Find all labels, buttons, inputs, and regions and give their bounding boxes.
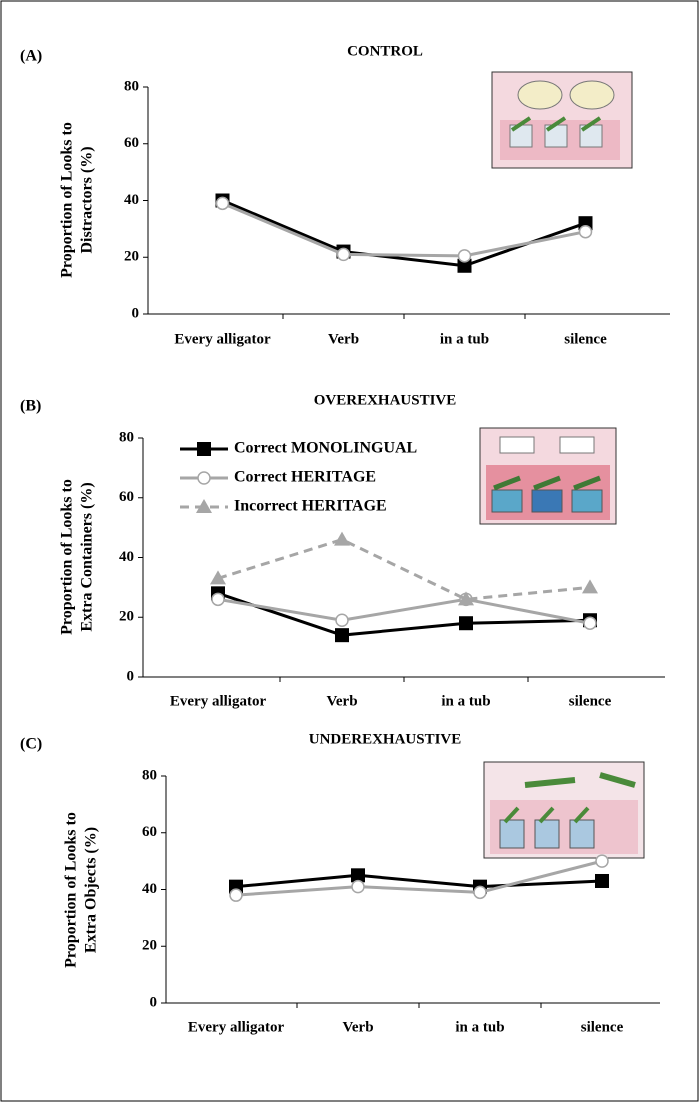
- y-tick-label: 40: [142, 881, 157, 897]
- data-point: [595, 874, 609, 888]
- x-tick-label: in a tub: [440, 331, 489, 347]
- y-tick-label: 20: [119, 609, 134, 625]
- y-tick-label: 60: [124, 135, 139, 151]
- y-tick-label: 60: [119, 489, 134, 505]
- x-tick-label: in a tub: [441, 693, 490, 709]
- data-point: [335, 628, 349, 642]
- x-tick-label: Verb: [326, 693, 357, 709]
- chart-title: UNDEREXHAUSTIVE: [309, 731, 462, 747]
- y-axis-label: Proportion of Looks to: [63, 812, 80, 968]
- x-tick-label: Every alligator: [174, 331, 271, 347]
- inset-image: [480, 428, 616, 524]
- legend-label: Correct HERITAGE: [234, 469, 376, 486]
- series-line: [218, 593, 590, 635]
- y-axis-label: Distractors (%): [79, 146, 96, 253]
- legend-label: Correct MONOLINGUAL: [234, 440, 417, 457]
- x-tick-label: in a tub: [455, 1019, 504, 1035]
- x-tick-label: silence: [569, 693, 612, 709]
- x-tick-label: Verb: [342, 1019, 373, 1035]
- y-tick-label: 60: [142, 824, 157, 840]
- panel-label: (B): [20, 398, 41, 415]
- chart-title: OVEREXHAUSTIVE: [314, 392, 457, 408]
- x-tick-label: silence: [564, 331, 607, 347]
- data-point: [459, 616, 473, 630]
- data-point: [230, 889, 242, 901]
- data-point: [338, 248, 350, 260]
- series-line: [218, 540, 590, 600]
- data-point: [336, 614, 348, 626]
- y-axis-label: Extra Objects (%): [83, 827, 100, 953]
- y-tick-label: 80: [142, 767, 157, 783]
- y-tick-label: 40: [119, 549, 134, 565]
- data-point: [212, 593, 224, 605]
- y-tick-label: 0: [132, 305, 140, 321]
- figure: (A)CONTROLProportion of Looks toDistract…: [0, 0, 700, 1103]
- data-point: [596, 855, 608, 867]
- y-tick-label: 20: [142, 938, 157, 954]
- inset-image: [484, 762, 644, 858]
- y-tick-label: 80: [124, 78, 139, 94]
- data-point: [474, 886, 486, 898]
- series-line: [236, 861, 602, 895]
- data-point: [584, 617, 596, 629]
- x-tick-label: Every alligator: [188, 1019, 285, 1035]
- series-line: [223, 203, 586, 255]
- y-axis-label: Proportion of Looks to: [59, 122, 76, 278]
- data-point: [580, 226, 592, 238]
- y-tick-label: 80: [119, 429, 134, 445]
- y-tick-label: 20: [124, 249, 139, 265]
- series-line: [236, 875, 602, 886]
- chart-title: CONTROL: [347, 43, 423, 59]
- legend-marker: [197, 442, 211, 456]
- x-tick-label: Verb: [328, 331, 359, 347]
- legend-label: Incorrect HERITAGE: [234, 498, 387, 515]
- data-point: [352, 881, 364, 893]
- panel-label: (C): [20, 736, 42, 753]
- data-point: [582, 579, 598, 593]
- data-point: [334, 532, 350, 546]
- inset-image: [492, 72, 632, 168]
- y-tick-label: 0: [127, 668, 135, 684]
- y-tick-label: 0: [150, 994, 158, 1010]
- panel-label: (A): [20, 48, 42, 65]
- data-point: [217, 197, 229, 209]
- x-tick-label: silence: [581, 1019, 624, 1035]
- x-tick-label: Every alligator: [170, 693, 267, 709]
- y-tick-label: 40: [124, 192, 139, 208]
- data-point: [459, 250, 471, 262]
- legend-marker: [198, 472, 210, 484]
- y-axis-label: Extra Containers (%): [79, 482, 96, 631]
- y-axis-label: Proportion of Looks to: [59, 479, 76, 635]
